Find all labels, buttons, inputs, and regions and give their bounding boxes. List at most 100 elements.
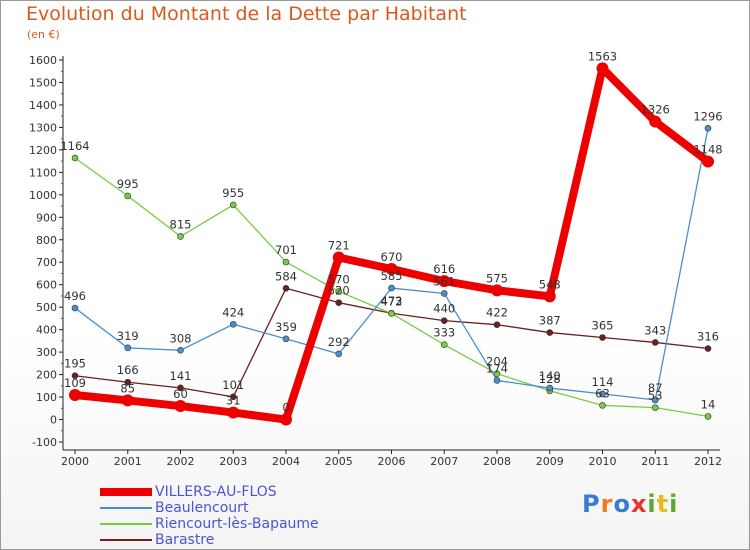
data-point <box>121 394 134 407</box>
y-tick-label: 1600 <box>29 54 57 67</box>
data-label: 422 <box>486 306 508 320</box>
legend-swatch <box>100 539 152 541</box>
x-tick-label: 2012 <box>694 455 722 468</box>
x-tick-label: 2011 <box>641 455 669 468</box>
data-label: 575 <box>486 271 508 285</box>
data-point <box>651 339 659 346</box>
y-tick-label: 800 <box>36 234 57 247</box>
data-point <box>596 62 609 75</box>
logo-letter: x <box>630 490 648 518</box>
x-tick-label: 2005 <box>325 455 353 468</box>
data-label: 292 <box>328 335 350 349</box>
y-tick-label: 1300 <box>29 121 57 134</box>
data-point <box>177 347 184 354</box>
data-label: 1296 <box>693 109 722 123</box>
series-layer <box>69 62 714 426</box>
data-labels-layer: 109 85 60 31 0 721 670 616 575 548 1563 1326 1148 496… <box>60 49 722 414</box>
data-point <box>227 406 240 419</box>
data-point <box>124 378 132 386</box>
x-tick-label: 2004 <box>272 455 300 468</box>
legend-label: Beaulencourt <box>155 500 249 516</box>
data-label: 141 <box>170 369 192 383</box>
data-label: 472 <box>381 294 403 308</box>
data-point <box>177 384 184 392</box>
y-tick-label: 600 <box>36 279 57 292</box>
data-point <box>702 155 714 168</box>
data-label: 548 <box>539 277 561 291</box>
y-tick-label: 700 <box>36 256 57 269</box>
data-point <box>229 320 237 328</box>
data-label: 955 <box>222 186 244 200</box>
data-point <box>440 290 448 297</box>
data-label: 128 <box>539 372 561 386</box>
data-point <box>282 335 290 343</box>
y-tick-label: 1200 <box>29 144 57 157</box>
logo-letter: r <box>600 490 614 518</box>
unit-label: (en €) <box>27 28 60 41</box>
data-point <box>388 284 395 292</box>
data-label: 721 <box>328 239 350 253</box>
data-label: 424 <box>222 305 244 319</box>
logo-letter: P <box>582 490 601 518</box>
data-point <box>177 233 184 240</box>
data-label: 496 <box>64 289 86 303</box>
data-label: 1326 <box>641 103 670 117</box>
x-tick-label: 2002 <box>167 455 195 468</box>
data-label: 140 <box>539 369 561 383</box>
data-label: 85 <box>120 381 135 395</box>
data-point <box>282 258 290 266</box>
data-label: 109 <box>64 376 86 390</box>
data-label: 670 <box>381 250 403 264</box>
data-point <box>491 284 503 297</box>
data-point <box>332 251 345 264</box>
data-label: 63 <box>595 386 610 400</box>
y-tick-label: 0 <box>50 414 57 427</box>
data-point <box>335 350 343 358</box>
data-label: 995 <box>117 177 139 191</box>
y-tick-label: 900 <box>36 211 57 224</box>
data-label: 561 <box>433 274 455 288</box>
legend-label: Barastre <box>155 532 215 548</box>
data-point <box>649 115 662 128</box>
data-label: 31 <box>226 394 241 408</box>
data-label: 1164 <box>60 139 89 153</box>
y-tick-label: 300 <box>36 346 57 359</box>
data-label: 101 <box>222 378 244 392</box>
legend-label: Riencourt-lès-Bapaume <box>155 516 319 532</box>
data-point <box>704 413 712 420</box>
data-label: 204 <box>486 355 508 369</box>
data-label: 174 <box>486 361 508 375</box>
y-tick-label: 1100 <box>29 166 57 179</box>
x-tick-label: 2001 <box>114 455 142 468</box>
data-point <box>69 389 81 402</box>
data-label: 359 <box>275 320 297 334</box>
logo-letter: o <box>613 490 631 518</box>
data-point <box>229 393 237 401</box>
data-point <box>704 345 712 352</box>
x-tick-label: 2003 <box>219 455 247 468</box>
data-label: 0 <box>282 401 289 415</box>
data-point <box>493 377 501 384</box>
data-point <box>229 201 237 209</box>
data-point <box>651 396 659 404</box>
chart-title: Evolution du Montant de la Dette par Hab… <box>26 3 467 25</box>
data-label: 1148 <box>693 143 722 157</box>
data-point <box>704 125 712 132</box>
data-point <box>174 400 187 413</box>
data-point <box>335 288 343 295</box>
y-tick-label: 100 <box>36 391 57 404</box>
data-point <box>280 413 292 426</box>
series-line-0 <box>71 64 712 424</box>
data-label: 316 <box>697 330 719 344</box>
data-label: 387 <box>539 314 561 328</box>
y-tick-label: 400 <box>36 324 57 337</box>
logo-letter: i <box>647 490 657 518</box>
data-point <box>440 341 448 349</box>
logo-letter: i <box>669 490 679 518</box>
data-label: 308 <box>170 331 192 345</box>
data-point <box>543 290 556 303</box>
data-label: 60 <box>173 387 188 401</box>
data-label: 333 <box>433 326 455 340</box>
y-tick-label: 500 <box>36 301 57 314</box>
